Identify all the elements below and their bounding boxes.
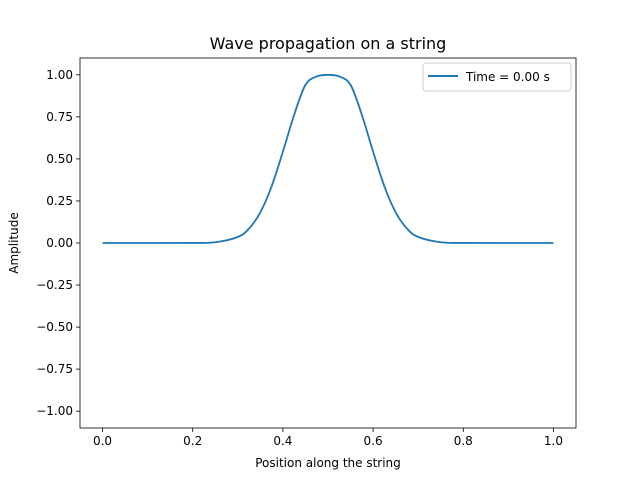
line-layer [102, 73, 554, 244]
y-tick-label: −0.75 [36, 362, 73, 376]
legend-box [422, 62, 572, 92]
x-tick-label: 1.0 [544, 434, 563, 448]
x-tick-label: 0.0 [93, 434, 112, 448]
y-axis-ticks: −1.00 −0.75 −0.50 −0.25 0.00 0.25 0.50 0.75 1.00 [36, 68, 80, 418]
chart-title: Wave propagation on a string [210, 34, 447, 53]
x-tick-label: 0.6 [364, 434, 383, 448]
y-tick-label: 0.75 [46, 110, 73, 124]
legend: Time = 0.00 s [422, 62, 572, 92]
y-tick-label: 1.00 [46, 68, 73, 82]
y-tick-label: −0.50 [36, 320, 73, 334]
y-tick-label: −0.25 [36, 278, 73, 292]
y-tick-label: 0.50 [46, 152, 73, 166]
y-tick-label: 0.00 [46, 236, 73, 250]
x-tick-label: 0.4 [273, 434, 292, 448]
y-tick-label: −1.00 [36, 404, 73, 418]
series-line [102, 73, 554, 244]
x-axis-title: Position along the string [255, 456, 401, 470]
x-axis-ticks: 0.0 0.2 0.4 0.6 0.8 1.0 [93, 428, 563, 448]
legend-label: Time = 0.00 s [465, 70, 550, 84]
y-axis-title: Amplitude [7, 212, 21, 274]
y-tick-label: 0.25 [46, 194, 73, 208]
x-tick-label: 0.2 [183, 434, 202, 448]
x-tick-label: 0.8 [454, 434, 473, 448]
